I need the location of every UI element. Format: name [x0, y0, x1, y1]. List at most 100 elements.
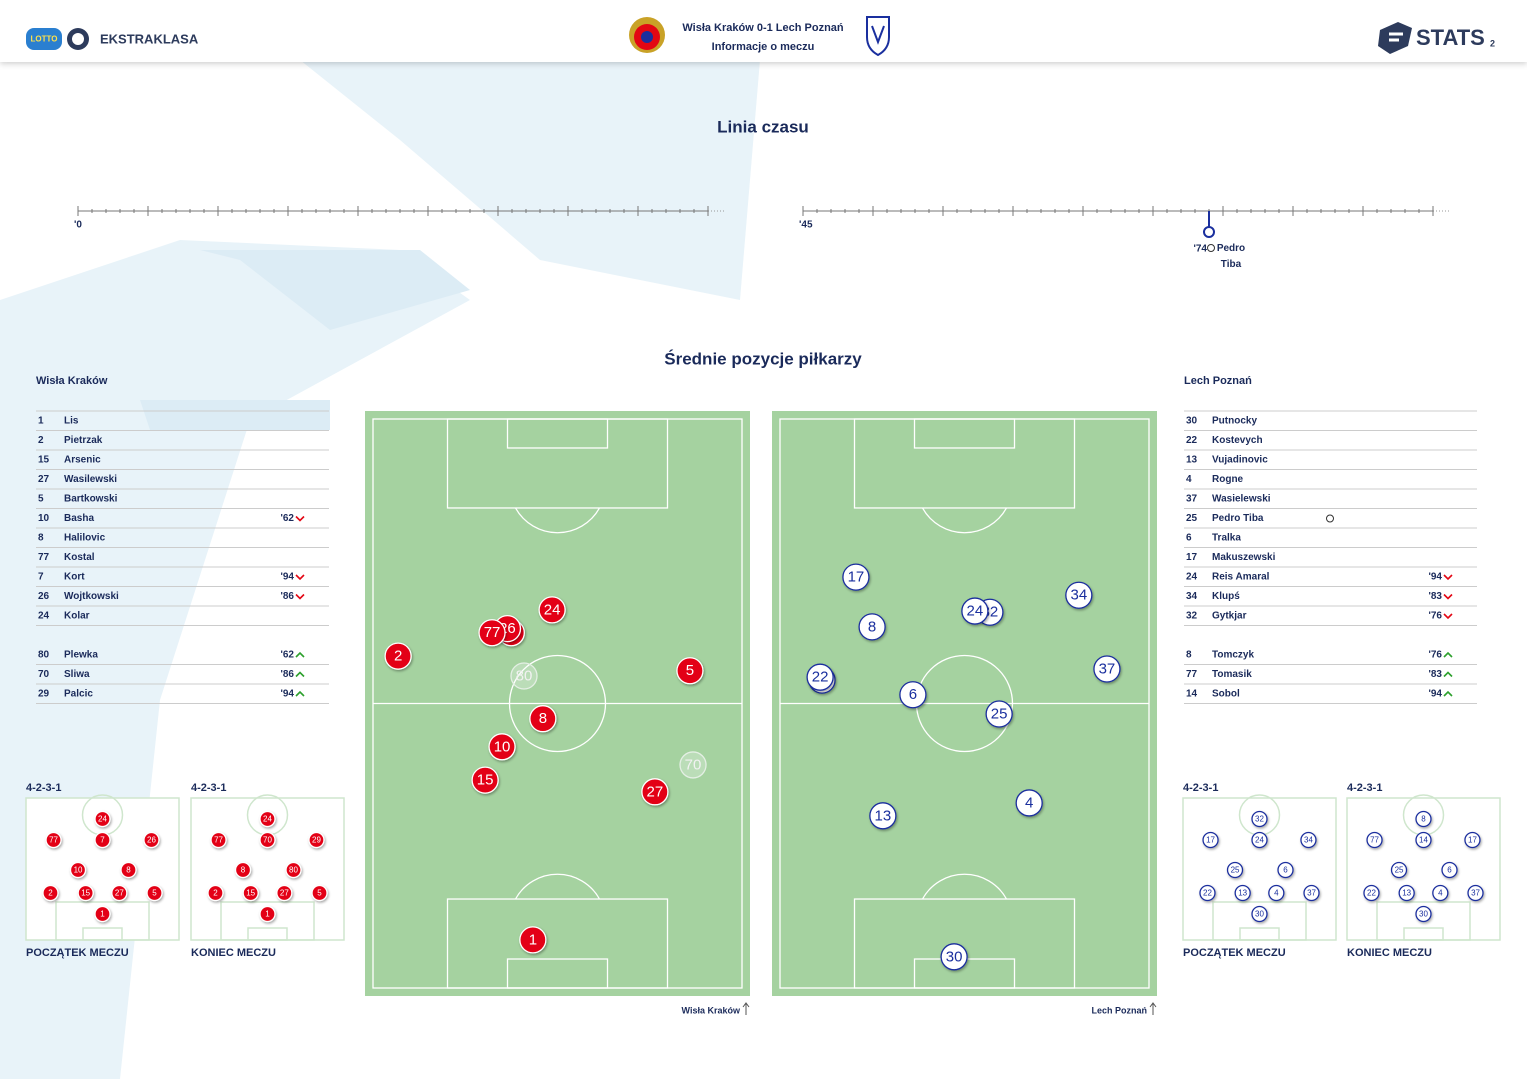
- brand-name: STATS: [1416, 25, 1485, 50]
- player-dot-number: 2: [394, 648, 402, 665]
- sub-minute: '86: [280, 669, 294, 680]
- mini-goal-box: [1403, 927, 1444, 941]
- league-logo: LOTTO EKSTRAKLASA: [26, 28, 199, 50]
- timeline-start-label: '0: [74, 220, 82, 231]
- formation-name: 4-2-3-1: [1347, 782, 1382, 794]
- player-name: Bartkowski: [64, 494, 118, 505]
- player-dot: [42, 884, 59, 902]
- player-dot-number: 25: [1395, 866, 1404, 875]
- player-dot: [210, 831, 227, 849]
- player-dot-number: 17: [1468, 836, 1477, 845]
- player-dot-number: 5: [686, 662, 694, 679]
- player-dot-number: 26: [147, 836, 156, 845]
- penalty-arc: [921, 507, 1008, 534]
- player-dot: [1234, 884, 1251, 902]
- sub-minute: '76: [1428, 611, 1442, 622]
- match-subtitle: Informacje o meczu: [712, 41, 815, 53]
- player-dot-number: 24: [98, 815, 107, 824]
- player-dot-number: 2: [48, 889, 53, 898]
- player-dot-number: 77: [1370, 836, 1379, 845]
- sub-minute: '86: [280, 591, 294, 602]
- player-number: 6: [1186, 533, 1192, 544]
- player-dot: [1226, 861, 1244, 879]
- sub-out-arrow: [1443, 593, 1453, 600]
- player-dot: [538, 596, 566, 624]
- player-dot: [1303, 884, 1320, 902]
- player-dot-number: 30: [946, 948, 963, 965]
- mini-goal-box: [82, 927, 123, 941]
- player-dot-number: 29: [312, 836, 321, 845]
- player-name: Tomczyk: [1212, 650, 1254, 661]
- pitch-lines: [779, 418, 1150, 989]
- player-dot: [529, 705, 557, 733]
- player-dot-number: 13: [875, 807, 892, 824]
- player-number: 8: [1186, 650, 1192, 661]
- sub-minute: '83: [1428, 591, 1442, 602]
- player-dot: [1366, 831, 1383, 849]
- player-dot-number: 37: [1471, 889, 1480, 898]
- player-dot-number: 2: [213, 889, 218, 898]
- sub-in-arrow: [295, 651, 305, 658]
- player-dot: [143, 831, 160, 849]
- player-number: 2: [38, 435, 44, 446]
- pitch-lines: [372, 418, 743, 989]
- player-number: 17: [1186, 552, 1198, 563]
- player-name: Sliwa: [64, 669, 90, 680]
- player-dot-number: 8: [241, 866, 246, 875]
- player-name: Wojtkowski: [64, 591, 119, 602]
- formation-name: 4-2-3-1: [191, 782, 226, 794]
- player-dot: [259, 905, 276, 923]
- player-dot: [94, 831, 111, 849]
- crest-away: [866, 16, 890, 57]
- player-dot: [1441, 861, 1458, 879]
- player-number: 70: [38, 669, 50, 680]
- player-dot-number: 34: [1304, 836, 1313, 845]
- player-dot: [207, 884, 224, 902]
- player-dot-number: 77: [214, 836, 223, 845]
- player-dot: [111, 884, 128, 902]
- player-dot-number: 24: [1255, 836, 1264, 845]
- player-dot-number: 22: [812, 669, 829, 686]
- formation-players: 32 17 24 34 25 6 22 13 4 37 30: [1199, 810, 1320, 923]
- player-number: 29: [38, 689, 50, 700]
- goal-icon: [1326, 514, 1334, 523]
- penalty-arc: [514, 873, 601, 900]
- player-dot: [940, 943, 968, 971]
- formation-players: 8 77 14 17 25 6 22 13 4 37 30: [1363, 810, 1484, 923]
- player-name: Lis: [64, 416, 79, 427]
- player-dot: [1432, 884, 1449, 902]
- player-dot: [842, 563, 870, 591]
- mini-pitch-lines: [1212, 794, 1307, 941]
- sub-minute: '94: [280, 689, 294, 700]
- player-number: 77: [1186, 669, 1198, 680]
- player-name: Wasilewski: [64, 474, 117, 485]
- player-number: 77: [38, 552, 50, 563]
- formation-players: 24 77 70 29 8 80 2 15 27 5 1: [207, 810, 328, 923]
- player-number: 24: [38, 611, 50, 622]
- player-dot: [94, 810, 111, 828]
- ball-icon: [1207, 244, 1215, 252]
- player-dot-number: 34: [1071, 587, 1088, 604]
- player-dot-number: 4: [1438, 889, 1443, 898]
- player-number: 25: [1186, 513, 1198, 524]
- goal-box: [506, 418, 609, 449]
- player-dot-number: 24: [263, 815, 272, 824]
- page-number: 2: [1490, 38, 1495, 48]
- player-name: Pedro Tiba: [1212, 513, 1264, 524]
- player-dot-number: 14: [1419, 836, 1428, 845]
- positions-title: Średnie pozycje piłkarzy: [664, 349, 862, 368]
- player-dot-number: 7: [100, 836, 105, 845]
- player-number: 80: [38, 650, 50, 661]
- player-dot: [1093, 655, 1121, 683]
- player-name: Pietrzak: [64, 435, 103, 446]
- player-dot: [961, 597, 989, 625]
- player-number: 13: [1186, 455, 1198, 466]
- player-dot: [1251, 905, 1268, 923]
- player-dot: [1415, 810, 1432, 828]
- player-dot-number: 6: [909, 686, 917, 703]
- player-dot: [471, 766, 499, 794]
- direction-arrow: [742, 1002, 750, 1015]
- crest-home: [629, 17, 665, 53]
- event-player: Pedro Tiba: [1216, 243, 1246, 270]
- event-player-box: Pedro Tiba: [1216, 243, 1246, 270]
